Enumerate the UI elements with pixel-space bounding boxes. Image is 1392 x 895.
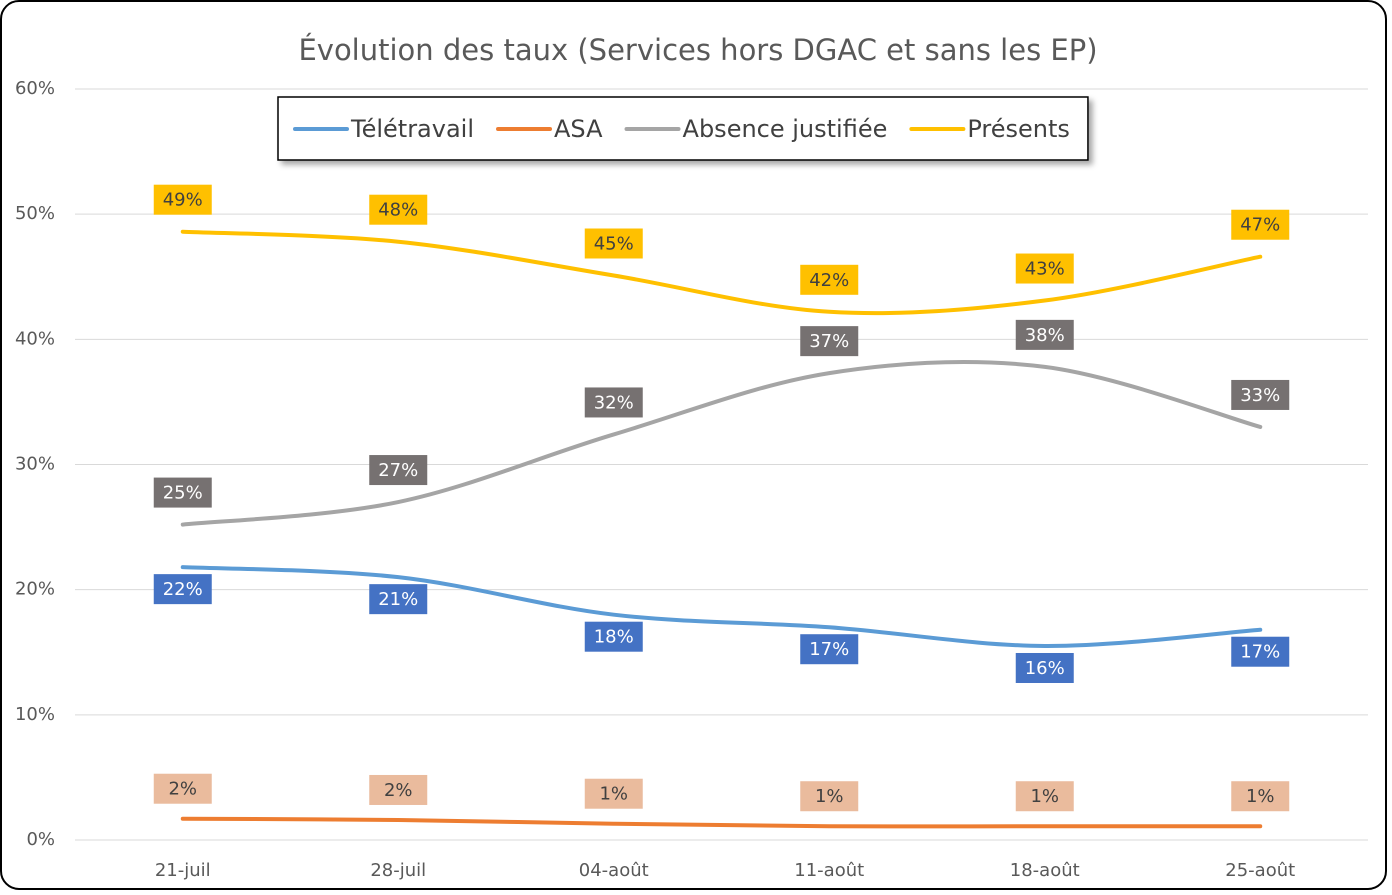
x-tick-label: 28-juil — [370, 860, 426, 881]
data-label-box — [369, 584, 428, 615]
y-tick-label: 30% — [15, 454, 55, 475]
data-label: 22% — [163, 579, 203, 600]
data-label-box — [1231, 636, 1290, 667]
data-label: 43% — [1025, 259, 1065, 280]
data-label-box — [1015, 319, 1074, 350]
data-label-box — [1015, 652, 1074, 683]
data-label: 45% — [594, 233, 634, 254]
series-line — [180, 359, 1263, 527]
data-label: 27% — [378, 460, 418, 481]
data-label-box — [1231, 379, 1290, 410]
data-label: 33% — [1240, 385, 1280, 406]
data-label-box — [584, 778, 643, 809]
data-label-box — [800, 326, 859, 357]
x-tick-label: 11-août — [794, 860, 864, 881]
data-label-box — [153, 477, 212, 508]
data-label-box — [1015, 253, 1074, 284]
data-label-box — [584, 228, 643, 259]
legend-label: Absence justifiée — [683, 115, 888, 143]
data-label: 1% — [1030, 786, 1059, 807]
series-line — [180, 229, 1263, 316]
data-label-box — [1231, 209, 1290, 240]
data-label-box — [369, 194, 428, 225]
data-label: 32% — [594, 392, 634, 413]
y-tick-label: 10% — [15, 704, 55, 725]
data-label-box — [1231, 781, 1290, 812]
data-label-box — [800, 264, 859, 295]
data-label-box — [1015, 781, 1074, 812]
data-label-box — [800, 781, 859, 812]
data-label: 47% — [1240, 215, 1280, 236]
x-tick-label: 18-août — [1010, 860, 1080, 881]
y-tick-label: 20% — [15, 579, 55, 600]
x-tick-label: 04-août — [579, 860, 649, 881]
y-tick-label: 40% — [15, 328, 55, 349]
data-label: 42% — [809, 270, 849, 291]
data-label: 2% — [384, 780, 413, 801]
data-label-box — [153, 574, 212, 605]
legend-label: Télétravail — [350, 115, 474, 143]
data-label-box — [584, 387, 643, 418]
data-label: 1% — [599, 784, 628, 805]
data-label-box — [369, 774, 428, 805]
legend-label: ASA — [554, 115, 603, 143]
y-tick-label: 0% — [26, 829, 55, 850]
data-label: 18% — [594, 627, 634, 648]
series-line — [180, 565, 1263, 648]
data-label-box — [800, 634, 859, 665]
data-label-box — [153, 773, 212, 804]
data-label-box — [584, 621, 643, 652]
legend: Télétravail ASA Absence justifiée Présents — [277, 96, 1089, 161]
data-label: 1% — [1246, 786, 1275, 807]
data-label: 17% — [809, 639, 849, 660]
data-label: 48% — [378, 200, 418, 221]
chart-title: Évolution des taux (Services hors DGAC e… — [298, 33, 1097, 67]
x-tick-label: 21-juil — [155, 860, 211, 881]
y-tick-label: 60% — [15, 78, 55, 99]
data-label-box — [153, 184, 212, 215]
data-label: 21% — [378, 589, 418, 610]
data-label: 2% — [168, 779, 197, 800]
y-tick-label: 50% — [15, 203, 55, 224]
data-label: 49% — [163, 190, 203, 211]
legend-label: Présents — [967, 115, 1070, 143]
data-label: 1% — [815, 786, 844, 807]
data-label: 16% — [1025, 658, 1065, 679]
data-label-box — [369, 455, 428, 486]
series-line — [180, 816, 1263, 829]
x-tick-label: 25-août — [1225, 860, 1295, 881]
data-label: 37% — [809, 331, 849, 352]
data-label: 25% — [163, 483, 203, 504]
data-label: 17% — [1240, 642, 1280, 663]
data-label: 38% — [1025, 325, 1065, 346]
